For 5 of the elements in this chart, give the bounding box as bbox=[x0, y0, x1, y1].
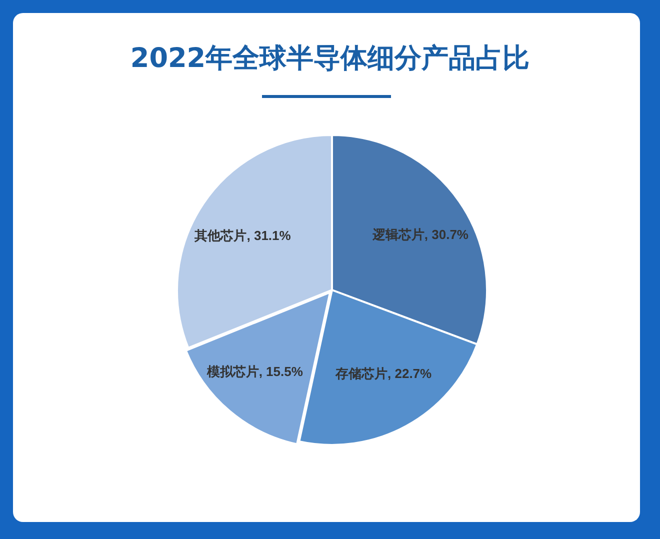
slice-label: 其他芯片, 31.1% bbox=[194, 228, 292, 243]
chart-title: 2022年全球半导体细分产品占比 bbox=[129, 42, 531, 76]
slice-label: 存储芯片, 22.7% bbox=[334, 366, 432, 381]
slice-label: 逻辑芯片, 30.7% bbox=[371, 226, 469, 242]
slice-label: 模拟芯片, 15.5% bbox=[206, 364, 304, 380]
